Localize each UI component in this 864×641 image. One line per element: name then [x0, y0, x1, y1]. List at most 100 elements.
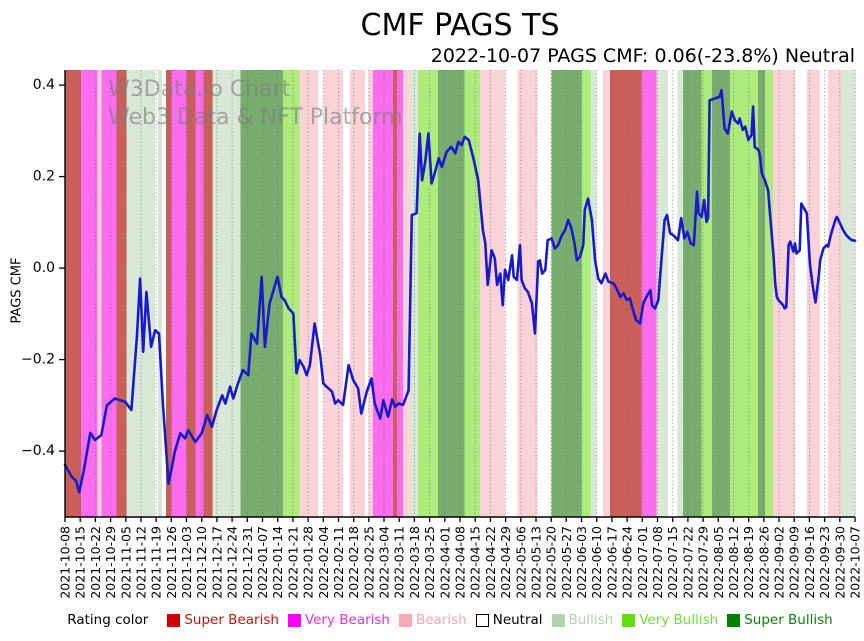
x-tick-label: 2021-12-17	[209, 526, 224, 599]
x-tick-label: 2021-11-05	[118, 526, 133, 599]
rating-band-bearish	[323, 70, 344, 517]
rating-band-super-bearish	[65, 70, 82, 517]
rating-band-very-bullish	[283, 70, 301, 517]
rating-band-super-bearish	[203, 70, 214, 517]
x-tick-label: 2021-10-08	[58, 526, 73, 599]
x-tick-label: 2021-11-26	[164, 526, 179, 599]
x-tick-label: 2022-08-12	[726, 526, 741, 599]
legend-item-very-bullish: Very Bullish	[622, 612, 718, 628]
rating-band-neutral	[795, 70, 808, 517]
x-tick-label: 2022-07-08	[650, 526, 665, 599]
chart-title: CMF PAGS TS	[360, 8, 560, 43]
rating-band-super-bearish	[166, 70, 173, 517]
x-tick-label: 2022-08-26	[756, 526, 771, 599]
x-tick-label: 2022-03-25	[422, 526, 437, 599]
rating-band-neutral	[505, 70, 519, 517]
x-tick-label: 2022-04-01	[437, 526, 452, 599]
rating-band-very-bearish	[80, 70, 98, 517]
legend-item-bullish: Bullish	[551, 612, 614, 628]
rating-band-super-bearish	[392, 70, 398, 517]
x-tick-label: 2022-05-27	[559, 526, 574, 599]
neutral-swatch-icon	[475, 613, 489, 627]
x-tick-label: 2022-05-20	[544, 526, 559, 599]
x-tick-label: 2022-06-03	[574, 526, 589, 599]
legend-item-label: Bearish	[415, 612, 467, 628]
x-tick-label: 2022-03-18	[407, 526, 422, 599]
rating-band-bearish	[350, 70, 366, 517]
x-tick-label: 2022-07-22	[680, 526, 695, 599]
legend-item-label: Neutral	[492, 612, 543, 628]
rating-band-neutral	[155, 70, 159, 517]
rating-band-bearish	[299, 70, 319, 517]
x-tick-label: 2022-10-07	[848, 526, 863, 599]
rating-band-bearish	[368, 70, 374, 517]
x-axis-ticks: 2021-10-08 2021-10-15 2021-10-22 2021-10-29…	[58, 517, 863, 599]
legend-item-very-bearish: Very Bearish	[287, 612, 390, 628]
rating-band-neutral	[317, 70, 324, 517]
rating-band-very-bearish	[396, 70, 404, 517]
x-tick-label: 2022-06-10	[589, 526, 604, 599]
x-tick-label: 2022-09-16	[802, 526, 817, 599]
x-tick-label: 2022-05-06	[513, 526, 528, 599]
rating-band-super-bullish	[551, 70, 583, 517]
x-tick-label: 2022-01-14	[270, 526, 285, 599]
very-bullish-swatch-icon	[622, 613, 636, 627]
x-tick-label: 2021-10-22	[88, 526, 103, 599]
y-axis-label: PAGS CMF	[9, 257, 25, 324]
rating-band-super-bullish	[757, 70, 766, 517]
rating-band-very-bearish	[101, 70, 117, 517]
rating-band-bearish	[828, 70, 842, 517]
rating-band-very-bullish	[581, 70, 591, 517]
rating-band-neutral	[537, 70, 553, 517]
rating-legend: Rating color Super Bearish Very Bearish Be…	[18, 612, 864, 628]
rating-band-neutral	[365, 70, 369, 517]
rating-band-super-bullish	[712, 70, 731, 517]
x-tick-label: 2022-01-28	[301, 526, 316, 599]
y-tick-label: 0.0	[33, 260, 55, 276]
x-tick-label: 2022-04-08	[453, 526, 468, 599]
x-tick-label: 2022-09-02	[772, 526, 787, 599]
y-tick-label: 0.2	[33, 169, 55, 185]
x-tick-label: 2022-05-13	[529, 526, 544, 599]
x-tick-label: 2021-11-12	[134, 526, 149, 599]
x-tick-label: 2022-06-24	[620, 526, 635, 599]
y-tick-label: −0.4	[21, 443, 55, 459]
rating-band-bearish	[772, 70, 796, 517]
x-tick-label: 2022-02-04	[316, 526, 331, 599]
x-tick-label: 2022-07-29	[696, 526, 711, 599]
legend-item-label: Super Bullish	[744, 612, 833, 628]
rating-band-super-bullish	[437, 70, 466, 517]
x-tick-label: 2021-12-03	[179, 526, 194, 599]
x-tick-label: 2022-06-17	[604, 526, 619, 599]
rating-band-bearish	[403, 70, 411, 517]
legend-item-label: Super Bearish	[184, 612, 279, 628]
legend-item-super-bearish: Super Bearish	[167, 612, 279, 628]
rating-band-neutral	[343, 70, 351, 517]
rating-band-super-bearish	[610, 70, 643, 517]
rating-band-very-bearish	[373, 70, 394, 517]
y-tick-label: 0.4	[33, 77, 55, 93]
rating-band-bullish	[656, 70, 669, 517]
rating-band-bullish	[212, 70, 241, 517]
rating-band-bearish	[603, 70, 611, 517]
legend-item-bearish: Bearish	[398, 612, 467, 628]
bearish-swatch-icon	[398, 613, 412, 627]
x-tick-label: 2022-09-09	[787, 526, 802, 599]
rating-band-super-bearish	[116, 70, 128, 517]
x-tick-label: 2022-02-18	[346, 526, 361, 599]
legend-item-label: Very Bullish	[639, 612, 719, 628]
cmf-line-series	[63, 88, 857, 494]
rating-band-bullish	[840, 70, 856, 517]
bullish-swatch-icon	[551, 613, 565, 627]
x-tick-label: 2021-10-15	[73, 526, 88, 599]
legend-item-super-bullish: Super Bullish	[727, 612, 833, 628]
rating-bands	[65, 70, 856, 517]
rating-band-super-bullish	[682, 70, 703, 517]
x-tick-label: 2022-03-11	[392, 526, 407, 599]
x-tick-label: 2022-04-29	[498, 526, 513, 599]
rating-band-bullish	[677, 70, 684, 517]
legend-item-label: Bullish	[568, 612, 614, 628]
legend-item-neutral: Neutral	[475, 612, 543, 628]
